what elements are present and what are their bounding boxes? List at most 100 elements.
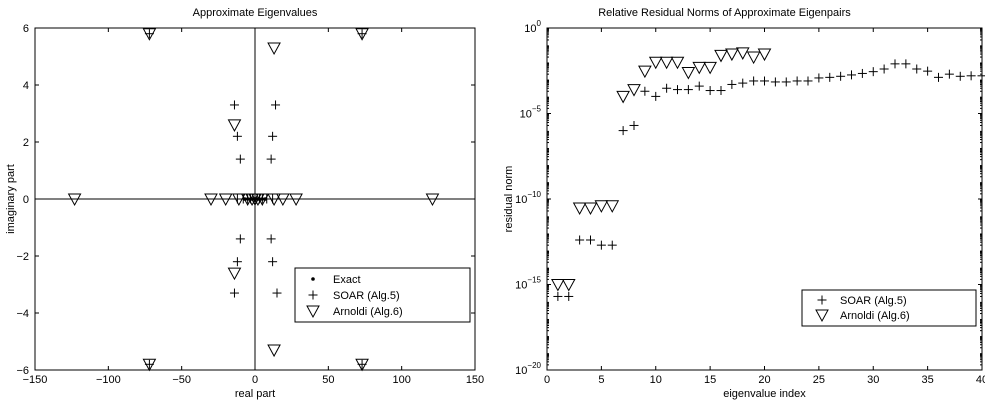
data-point — [267, 344, 281, 358]
y-tick-label: 100 — [524, 19, 541, 35]
y-tick-label: 10−10 — [515, 190, 541, 206]
data-point — [901, 59, 911, 69]
data-point — [575, 235, 585, 245]
data-point — [725, 48, 739, 62]
y-tick-label-base: 10 — [515, 194, 527, 206]
x-tick-label: 100 — [392, 374, 410, 386]
y-tick-label-exponent: −10 — [527, 190, 541, 199]
y-tick-label-base: 10 — [515, 365, 527, 377]
data-point — [638, 65, 652, 79]
data-point — [204, 193, 218, 207]
x-axis-label: real part — [235, 388, 275, 400]
data-point — [583, 202, 598, 215]
data-point — [727, 79, 737, 89]
data-point — [955, 71, 965, 81]
data-point — [757, 48, 772, 62]
data-point — [836, 71, 846, 81]
data-point — [235, 234, 245, 244]
data-point — [218, 193, 233, 207]
data-point — [229, 100, 239, 110]
y-tick-label: −6 — [16, 365, 29, 377]
data-point — [683, 85, 693, 95]
data-point — [553, 291, 563, 301]
data-point — [814, 73, 824, 83]
y-axis-label: imaginary part — [5, 164, 17, 234]
data-point — [355, 28, 369, 41]
data-point — [803, 76, 813, 86]
data-point — [267, 193, 281, 207]
data-point — [662, 83, 672, 93]
x-tick-label: 0 — [252, 374, 258, 386]
x-tick-label: 35 — [922, 374, 934, 386]
data-point — [227, 119, 242, 132]
y-tick-label: −2 — [16, 251, 29, 263]
data-point — [825, 72, 835, 82]
data-point — [640, 86, 650, 96]
data-point — [629, 120, 639, 130]
y-tick-label-exponent: −5 — [532, 105, 542, 114]
x-tick-label: 10 — [650, 374, 662, 386]
y-tick-label: 10−15 — [515, 276, 541, 292]
data-point — [857, 68, 867, 78]
legend-label: Exact — [333, 274, 361, 286]
legend-label: SOAR (Alg.5) — [333, 290, 400, 302]
data-point — [289, 193, 303, 207]
x-tick-label: 50 — [322, 374, 334, 386]
x-tick-label: 40 — [976, 374, 985, 386]
legend-label: Arnoldi (Alg.6) — [840, 310, 910, 322]
data-point — [890, 59, 900, 69]
data-point — [232, 131, 242, 141]
data-point — [966, 71, 976, 81]
data-point — [735, 47, 750, 60]
data-point — [648, 56, 663, 70]
data-point — [355, 358, 369, 372]
y-tick-label: −4 — [16, 308, 29, 320]
series-triangle-down — [551, 47, 772, 292]
data-point — [268, 257, 278, 267]
data-point — [879, 64, 889, 74]
data-point — [594, 200, 609, 213]
legend-label: Arnoldi (Alg.6) — [333, 306, 403, 318]
data-point — [912, 64, 922, 74]
legend-marker — [308, 290, 318, 300]
data-point — [67, 193, 82, 207]
x-tick-label: 150 — [466, 374, 484, 386]
data-point — [266, 234, 276, 244]
data-point — [425, 193, 440, 207]
series-triangle-down — [67, 28, 440, 372]
y-tick-label: 4 — [23, 80, 29, 92]
legend-box — [801, 289, 977, 327]
data-point — [703, 61, 717, 75]
y-tick-label: 10−20 — [515, 361, 541, 377]
y-tick-label-exponent: 0 — [537, 19, 542, 28]
x-tick-label: 30 — [867, 374, 879, 386]
x-axis-label: eigenvalue index — [723, 388, 806, 400]
x-tick-label: −100 — [96, 374, 121, 386]
data-point — [142, 28, 157, 41]
y-tick-label-exponent: −20 — [527, 361, 541, 370]
legend: SOAR (Alg.5) Arnoldi (Alg.6) — [801, 289, 977, 327]
data-point — [770, 77, 780, 87]
data-point — [142, 358, 157, 372]
data-point — [694, 81, 704, 91]
y-tick-label-base: 10 — [515, 280, 527, 292]
legend-box — [294, 267, 471, 323]
data-point — [232, 257, 242, 267]
data-point — [596, 240, 606, 250]
legend: Exact SOAR (Alg.5) Arnoldi (Alg.6) — [294, 267, 471, 323]
y-axis-label: residual norm — [503, 166, 515, 233]
data-point — [746, 51, 761, 65]
data-point — [605, 200, 620, 213]
data-point — [271, 100, 281, 110]
series-plus — [553, 59, 985, 301]
data-point — [714, 49, 728, 63]
data-point — [681, 66, 696, 80]
data-point — [276, 193, 290, 207]
y-tick-label: 6 — [23, 23, 29, 35]
data-point — [235, 154, 245, 164]
data-point — [673, 85, 682, 95]
data-point — [977, 71, 985, 81]
data-point — [659, 56, 674, 70]
data-point — [692, 61, 707, 75]
